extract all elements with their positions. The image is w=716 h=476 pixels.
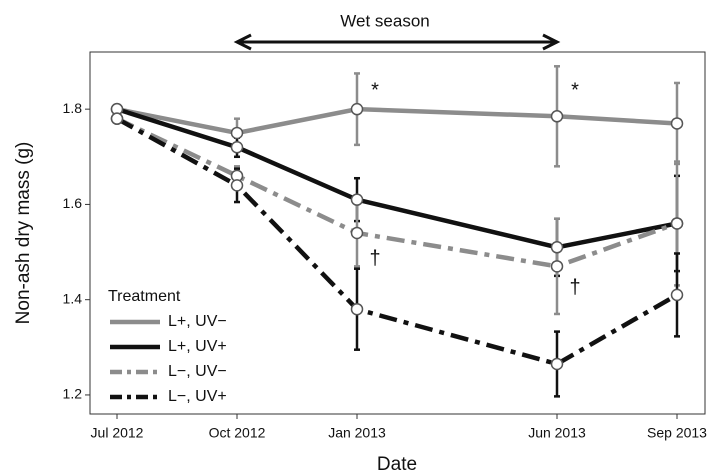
point — [670, 217, 684, 230]
point — [350, 226, 364, 240]
point — [350, 102, 364, 116]
point — [670, 288, 684, 302]
x-tick-label: Jul 2012 — [91, 425, 144, 441]
point — [350, 302, 364, 316]
y-tick-label: 1.6 — [63, 195, 83, 211]
x-tick-label: Jun 2013 — [528, 425, 586, 441]
annotation: † — [369, 247, 380, 269]
arrow-head — [233, 33, 252, 51]
point — [230, 141, 244, 154]
point — [350, 193, 364, 206]
point — [550, 241, 564, 254]
legend-label: L−, UV− — [168, 363, 227, 380]
y-tick-label: 1.2 — [63, 386, 83, 402]
annotation: * — [371, 79, 379, 101]
y-tick-label: 1.4 — [63, 290, 83, 306]
annotation: † — [569, 277, 580, 299]
span-label: Wet season — [340, 11, 429, 30]
x-tick-label: Sep 2013 — [647, 425, 707, 441]
x-tick-label: Jan 2013 — [328, 425, 386, 441]
point — [550, 110, 564, 123]
legend-label: L+, UV+ — [168, 338, 227, 355]
x-tick-label: Oct 2012 — [209, 425, 266, 441]
y-axis-title: Non-ash dry mass (g) — [13, 142, 34, 325]
legend-label: L−, UV+ — [168, 388, 227, 405]
legend-label: L+, UV− — [168, 313, 227, 330]
y-tick-label: 1.8 — [63, 100, 83, 116]
point — [110, 112, 124, 125]
annotation: * — [571, 79, 579, 101]
plot-frame — [89, 51, 706, 415]
x-axis-title: Date — [377, 454, 417, 475]
legend-title: Treatment — [108, 288, 181, 305]
point — [670, 117, 684, 130]
point — [230, 126, 244, 140]
point — [550, 260, 564, 273]
point — [550, 357, 564, 371]
arrow-head — [542, 33, 561, 51]
point — [230, 179, 244, 192]
